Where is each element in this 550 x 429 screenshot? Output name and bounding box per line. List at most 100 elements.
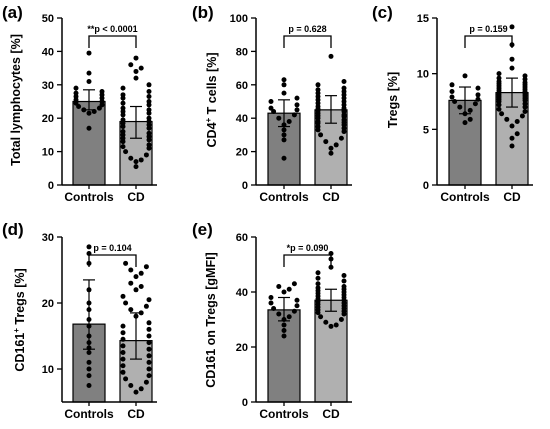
data-point xyxy=(294,297,300,303)
y-tick-label: 40 xyxy=(236,287,248,299)
data-point xyxy=(509,24,515,30)
data-point xyxy=(514,119,520,125)
data-point xyxy=(496,106,502,112)
data-point xyxy=(123,300,129,306)
data-point xyxy=(138,65,144,71)
y-tick-label: 10 xyxy=(42,147,54,159)
data-point xyxy=(133,159,139,165)
category-label: Controls xyxy=(259,190,309,204)
category-label: Controls xyxy=(259,407,309,421)
data-point xyxy=(328,145,334,151)
data-point xyxy=(281,333,287,339)
data-point xyxy=(286,119,292,125)
data-point xyxy=(522,73,528,79)
data-point xyxy=(341,273,347,278)
y-tick-label: 20 xyxy=(236,342,248,354)
y-tick-label: 20 xyxy=(42,298,54,310)
data-point xyxy=(146,359,152,365)
data-point xyxy=(338,317,344,322)
data-point xyxy=(449,94,455,100)
category-label: Controls xyxy=(64,190,114,204)
data-point xyxy=(291,281,297,287)
p-value-label: p = 0.628 xyxy=(288,24,326,34)
panel-label-a: (a) xyxy=(2,3,23,22)
data-point xyxy=(86,70,92,76)
panel-a-ylabel: Total lymphocytes [%] xyxy=(9,34,23,166)
data-point xyxy=(315,275,321,281)
y-tick-label: 80 xyxy=(236,46,248,58)
data-point xyxy=(475,85,481,91)
data-point xyxy=(146,88,152,94)
data-point xyxy=(73,85,79,91)
data-point xyxy=(268,99,274,104)
data-point xyxy=(128,62,134,68)
panel-c-ylabel: Tregs [%] xyxy=(386,72,400,128)
y-tick-label: 40 xyxy=(42,46,54,58)
panel-a: 0 10 20 30 40 50 Controls CD **p < 0.0001 xyxy=(42,13,157,204)
data-point xyxy=(143,303,149,309)
panel-d-ylabel-sup: + xyxy=(12,328,21,333)
data-point xyxy=(328,264,334,270)
y-tick-label: 60 xyxy=(236,80,248,92)
data-point xyxy=(86,78,92,84)
data-point xyxy=(281,289,287,295)
data-point xyxy=(294,107,300,113)
data-point xyxy=(519,113,525,119)
data-point xyxy=(123,376,129,382)
panel-e-ylabel: CD161 on Tregs [gMFI] xyxy=(204,252,218,387)
data-point xyxy=(276,115,282,121)
data-point xyxy=(120,363,126,369)
data-point xyxy=(522,109,528,115)
data-point xyxy=(475,96,481,102)
y-tick-label: 10 xyxy=(42,364,54,376)
panel-b-ylabel: CD4+ T cells [%] xyxy=(204,53,219,148)
data-point xyxy=(452,99,458,104)
data-point xyxy=(462,120,468,126)
data-point xyxy=(86,383,92,388)
data-point xyxy=(504,116,510,122)
data-point xyxy=(281,328,287,333)
data-point xyxy=(281,322,287,328)
data-point xyxy=(462,73,468,79)
panel-label-b: (b) xyxy=(192,3,214,22)
p-value-label: p = 0.104 xyxy=(93,243,131,253)
data-point xyxy=(315,285,321,291)
data-point xyxy=(138,157,144,163)
data-point xyxy=(457,104,463,110)
data-point xyxy=(276,284,282,289)
data-point xyxy=(120,129,126,135)
data-point xyxy=(323,139,329,145)
data-point xyxy=(86,110,92,116)
data-point xyxy=(86,125,92,131)
data-point xyxy=(281,77,287,83)
data-point xyxy=(323,319,329,325)
y-tick-label: 50 xyxy=(42,13,54,25)
data-point xyxy=(509,135,515,141)
data-point xyxy=(120,350,126,355)
data-point xyxy=(133,389,139,395)
category-label: CD xyxy=(503,190,521,204)
data-point xyxy=(128,267,134,273)
data-point xyxy=(133,68,139,74)
data-point xyxy=(120,105,126,111)
data-point xyxy=(281,132,287,138)
data-point xyxy=(73,90,79,96)
data-point xyxy=(328,150,334,156)
significance-bracket xyxy=(464,35,513,48)
y-tick-label: 40 xyxy=(236,113,248,125)
data-point xyxy=(128,280,134,286)
y-tick-label: 0 xyxy=(423,180,429,192)
data-point xyxy=(146,82,152,88)
data-point xyxy=(120,330,126,336)
panel-b-ylabel-rest: T cells [%] xyxy=(205,53,219,118)
y-tick-label: 30 xyxy=(42,232,54,244)
data-point xyxy=(467,107,473,113)
data-point xyxy=(146,297,152,303)
data-point xyxy=(467,116,473,122)
panel-d-ylabel-main: CD161 xyxy=(13,333,27,372)
data-point xyxy=(128,307,134,313)
data-point xyxy=(286,314,292,320)
data-point xyxy=(271,306,277,311)
data-point xyxy=(514,131,520,137)
data-point xyxy=(338,135,344,141)
